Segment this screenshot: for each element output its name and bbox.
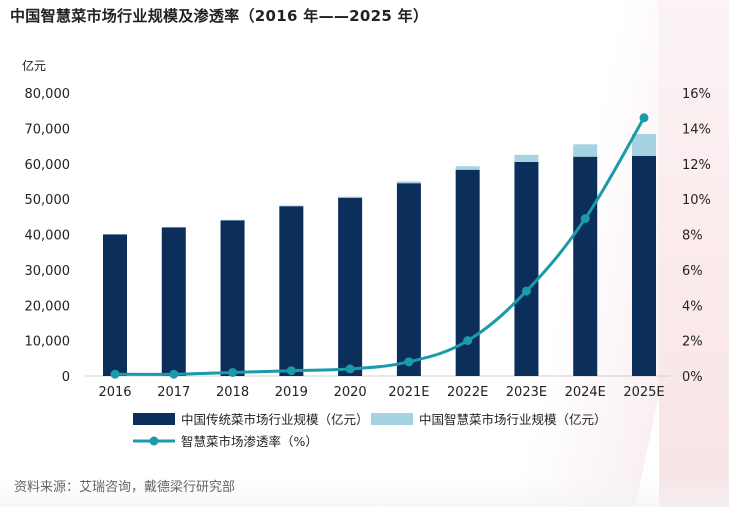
penetration-point <box>345 364 355 374</box>
legend-swatch-smart <box>371 413 413 425</box>
y-left-tick-label: 0 <box>62 370 70 385</box>
y-left-tick-label: 30,000 <box>25 264 71 279</box>
penetration-point <box>404 357 414 367</box>
x-tick-label: 2022E <box>447 385 488 400</box>
y-left-unit: 亿元 <box>22 58 46 73</box>
bar-smart <box>573 144 598 157</box>
penetration-point <box>286 366 296 376</box>
bar-traditional <box>103 234 127 376</box>
bar-traditional <box>338 197 363 376</box>
y-left-tick-label: 60,000 <box>25 158 71 173</box>
bar-smart <box>338 196 363 198</box>
penetration-line <box>114 117 646 376</box>
bar-smart <box>455 166 480 170</box>
y-right-tick-label: 14% <box>682 122 711 137</box>
penetration-point <box>463 336 473 346</box>
source-note: 资料来源：艾瑞咨询，戴德梁行研究部 <box>14 480 236 495</box>
x-tick-label: 2023E <box>506 385 547 400</box>
y-right-tick-label: 8% <box>682 229 703 244</box>
x-tick-label: 2021E <box>388 385 429 400</box>
x-tick-label: 2025E <box>623 385 664 400</box>
y-left-tick-label: 70,000 <box>25 122 71 137</box>
y-left-tick-label: 10,000 <box>25 335 71 350</box>
bar-traditional <box>396 183 421 376</box>
legend-swatch-traditional <box>133 413 175 425</box>
penetration-point <box>639 113 649 123</box>
y-left-tick-label: 50,000 <box>25 193 71 208</box>
y-right-tick-label: 4% <box>682 299 703 314</box>
legend-label-smart: 中国智慧菜市场行业规模（亿元） <box>419 412 607 427</box>
y-right-tick-label: 16% <box>682 87 711 102</box>
penetration-point <box>169 369 179 379</box>
y-right-tick-label: 0% <box>682 370 703 385</box>
bar-smart <box>279 205 304 207</box>
y-left-tick-label: 20,000 <box>25 299 71 314</box>
x-tick-label: 2019 <box>275 385 308 400</box>
y-right-tick-label: 10% <box>682 193 711 208</box>
penetration-point <box>521 286 531 296</box>
penetration-point <box>580 214 590 224</box>
y-right-tick-label: 12% <box>682 158 711 173</box>
y-left-tick-label: 80,000 <box>25 87 71 102</box>
bar-smart <box>220 219 245 221</box>
legend-swatch-line-marker <box>149 436 159 446</box>
bar-traditional <box>279 206 304 376</box>
x-tick-label: 2020 <box>334 385 367 400</box>
penetration-point <box>228 367 238 377</box>
bar-smart <box>632 134 656 156</box>
x-tick-label: 2024E <box>565 385 606 400</box>
background-decoration-bottom <box>0 477 729 507</box>
bar-traditional <box>161 227 186 376</box>
legend-label-traditional: 中国传统菜市场行业规模（亿元） <box>181 412 369 427</box>
penetration-point <box>110 369 120 379</box>
bar-traditional <box>514 161 539 376</box>
bar-smart <box>396 181 421 184</box>
chart-title: 中国智慧菜市场行业规模及渗透率（2016 年——2025 年） <box>10 7 429 25</box>
legend-label-line: 智慧菜市场渗透率（%） <box>181 434 318 449</box>
x-tick-label: 2017 <box>157 385 190 400</box>
y-right-tick-label: 2% <box>682 335 703 350</box>
y-right-tick-label: 6% <box>682 264 703 279</box>
bar-smart <box>514 154 539 162</box>
bar-traditional <box>573 156 598 376</box>
y-left-tick-label: 40,000 <box>25 229 71 244</box>
x-tick-label: 2016 <box>98 385 131 400</box>
x-tick-label: 2018 <box>216 385 249 400</box>
background-decoration-edge <box>659 0 729 507</box>
bar-traditional <box>632 155 656 376</box>
bar-traditional <box>220 220 245 376</box>
